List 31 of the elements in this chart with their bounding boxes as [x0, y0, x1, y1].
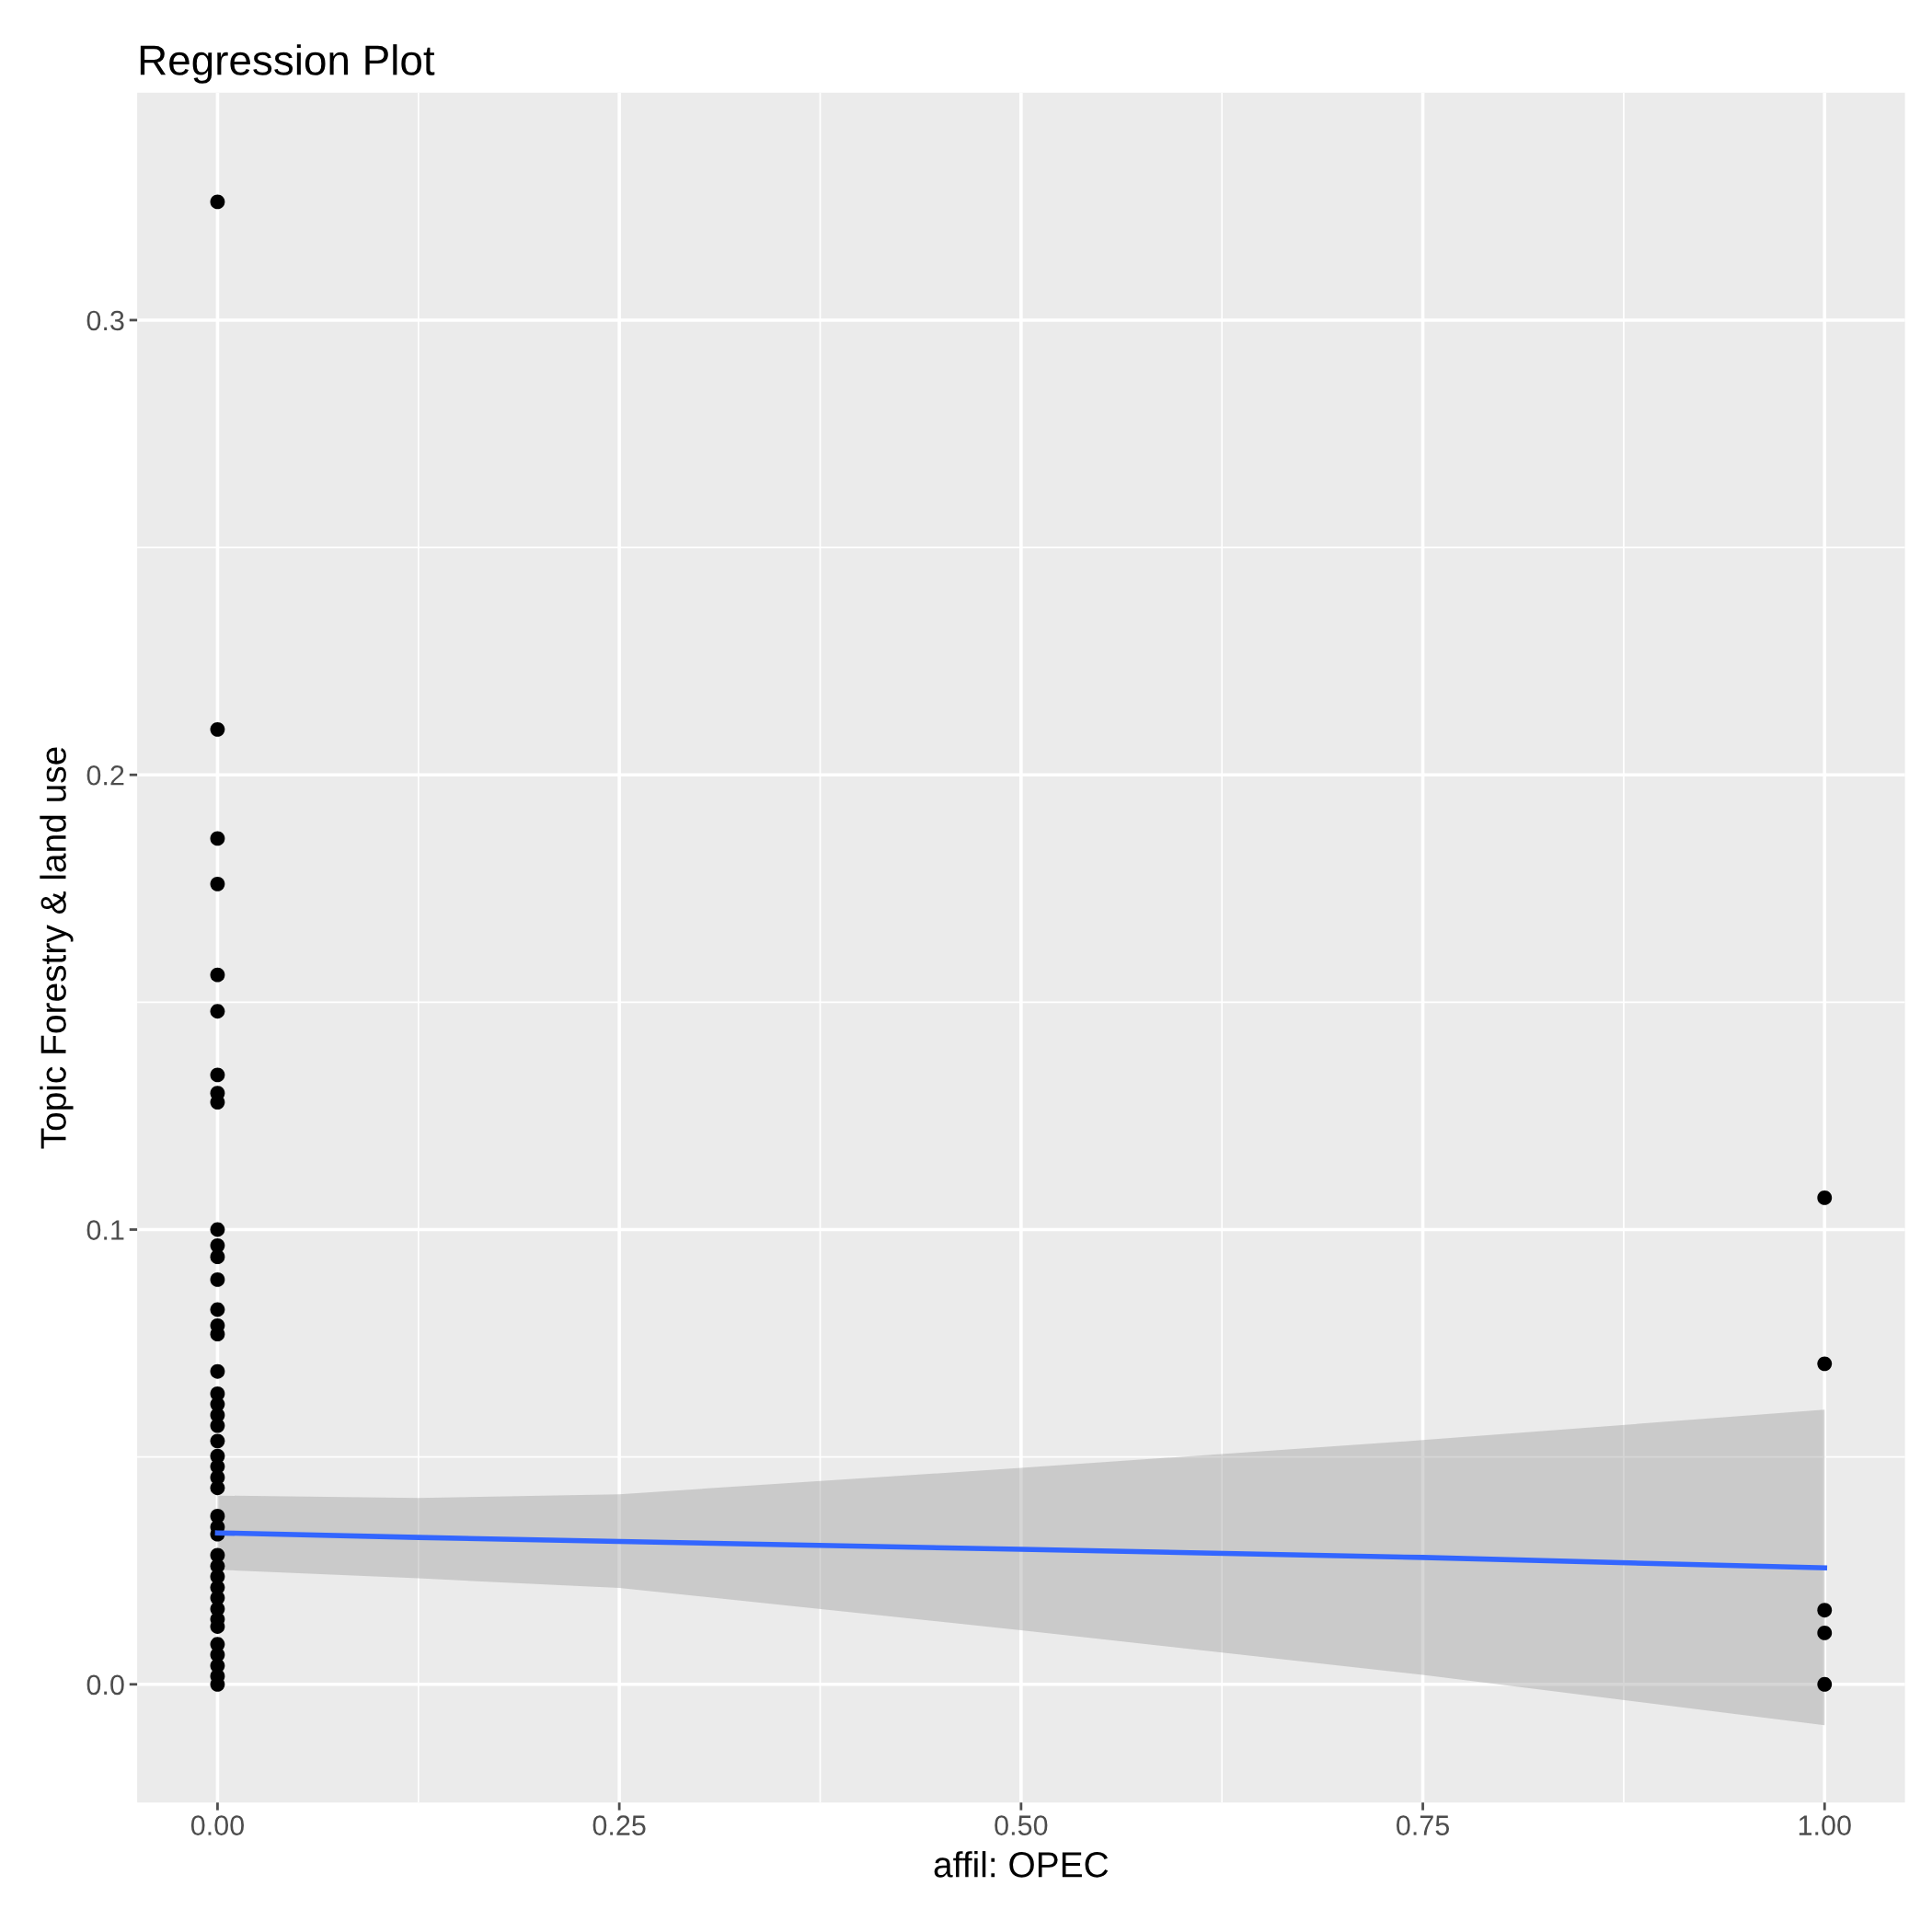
y-tick-label: 0.3: [86, 310, 124, 331]
point: [1817, 1190, 1833, 1205]
point: [210, 1271, 225, 1287]
point: [210, 721, 225, 737]
point: [210, 1302, 225, 1317]
point: [210, 876, 225, 891]
point: [210, 194, 225, 210]
point: [1817, 1356, 1833, 1372]
chart-title: Regression Plot: [140, 44, 435, 84]
x-tick-label: 0.75: [1397, 1815, 1450, 1835]
x-axis-title: affil: OPEC: [934, 1851, 1109, 1878]
x-tick-label: 0.25: [592, 1815, 646, 1835]
point: [1817, 1676, 1833, 1692]
point: [210, 1004, 225, 1019]
point: [210, 1363, 225, 1379]
point: [210, 1433, 225, 1449]
x-tick-label: 0.00: [190, 1815, 244, 1835]
point: [210, 1067, 225, 1083]
y-tick-label: 0.1: [86, 1220, 124, 1240]
y-tick-label: 0.0: [86, 1674, 124, 1696]
point: [210, 831, 225, 846]
point: [1817, 1626, 1833, 1640]
point: [1817, 1603, 1833, 1618]
point: [210, 1480, 225, 1496]
x-tick-label: 0.50: [995, 1815, 1048, 1835]
x-tick-label: 1.00: [1799, 1815, 1851, 1835]
y-axis-title: Topic Forestry & land use: [40, 747, 74, 1149]
point: [210, 1249, 225, 1265]
y-tick-label: 0.2: [86, 765, 124, 786]
point: [210, 967, 225, 983]
point: [210, 1222, 225, 1237]
